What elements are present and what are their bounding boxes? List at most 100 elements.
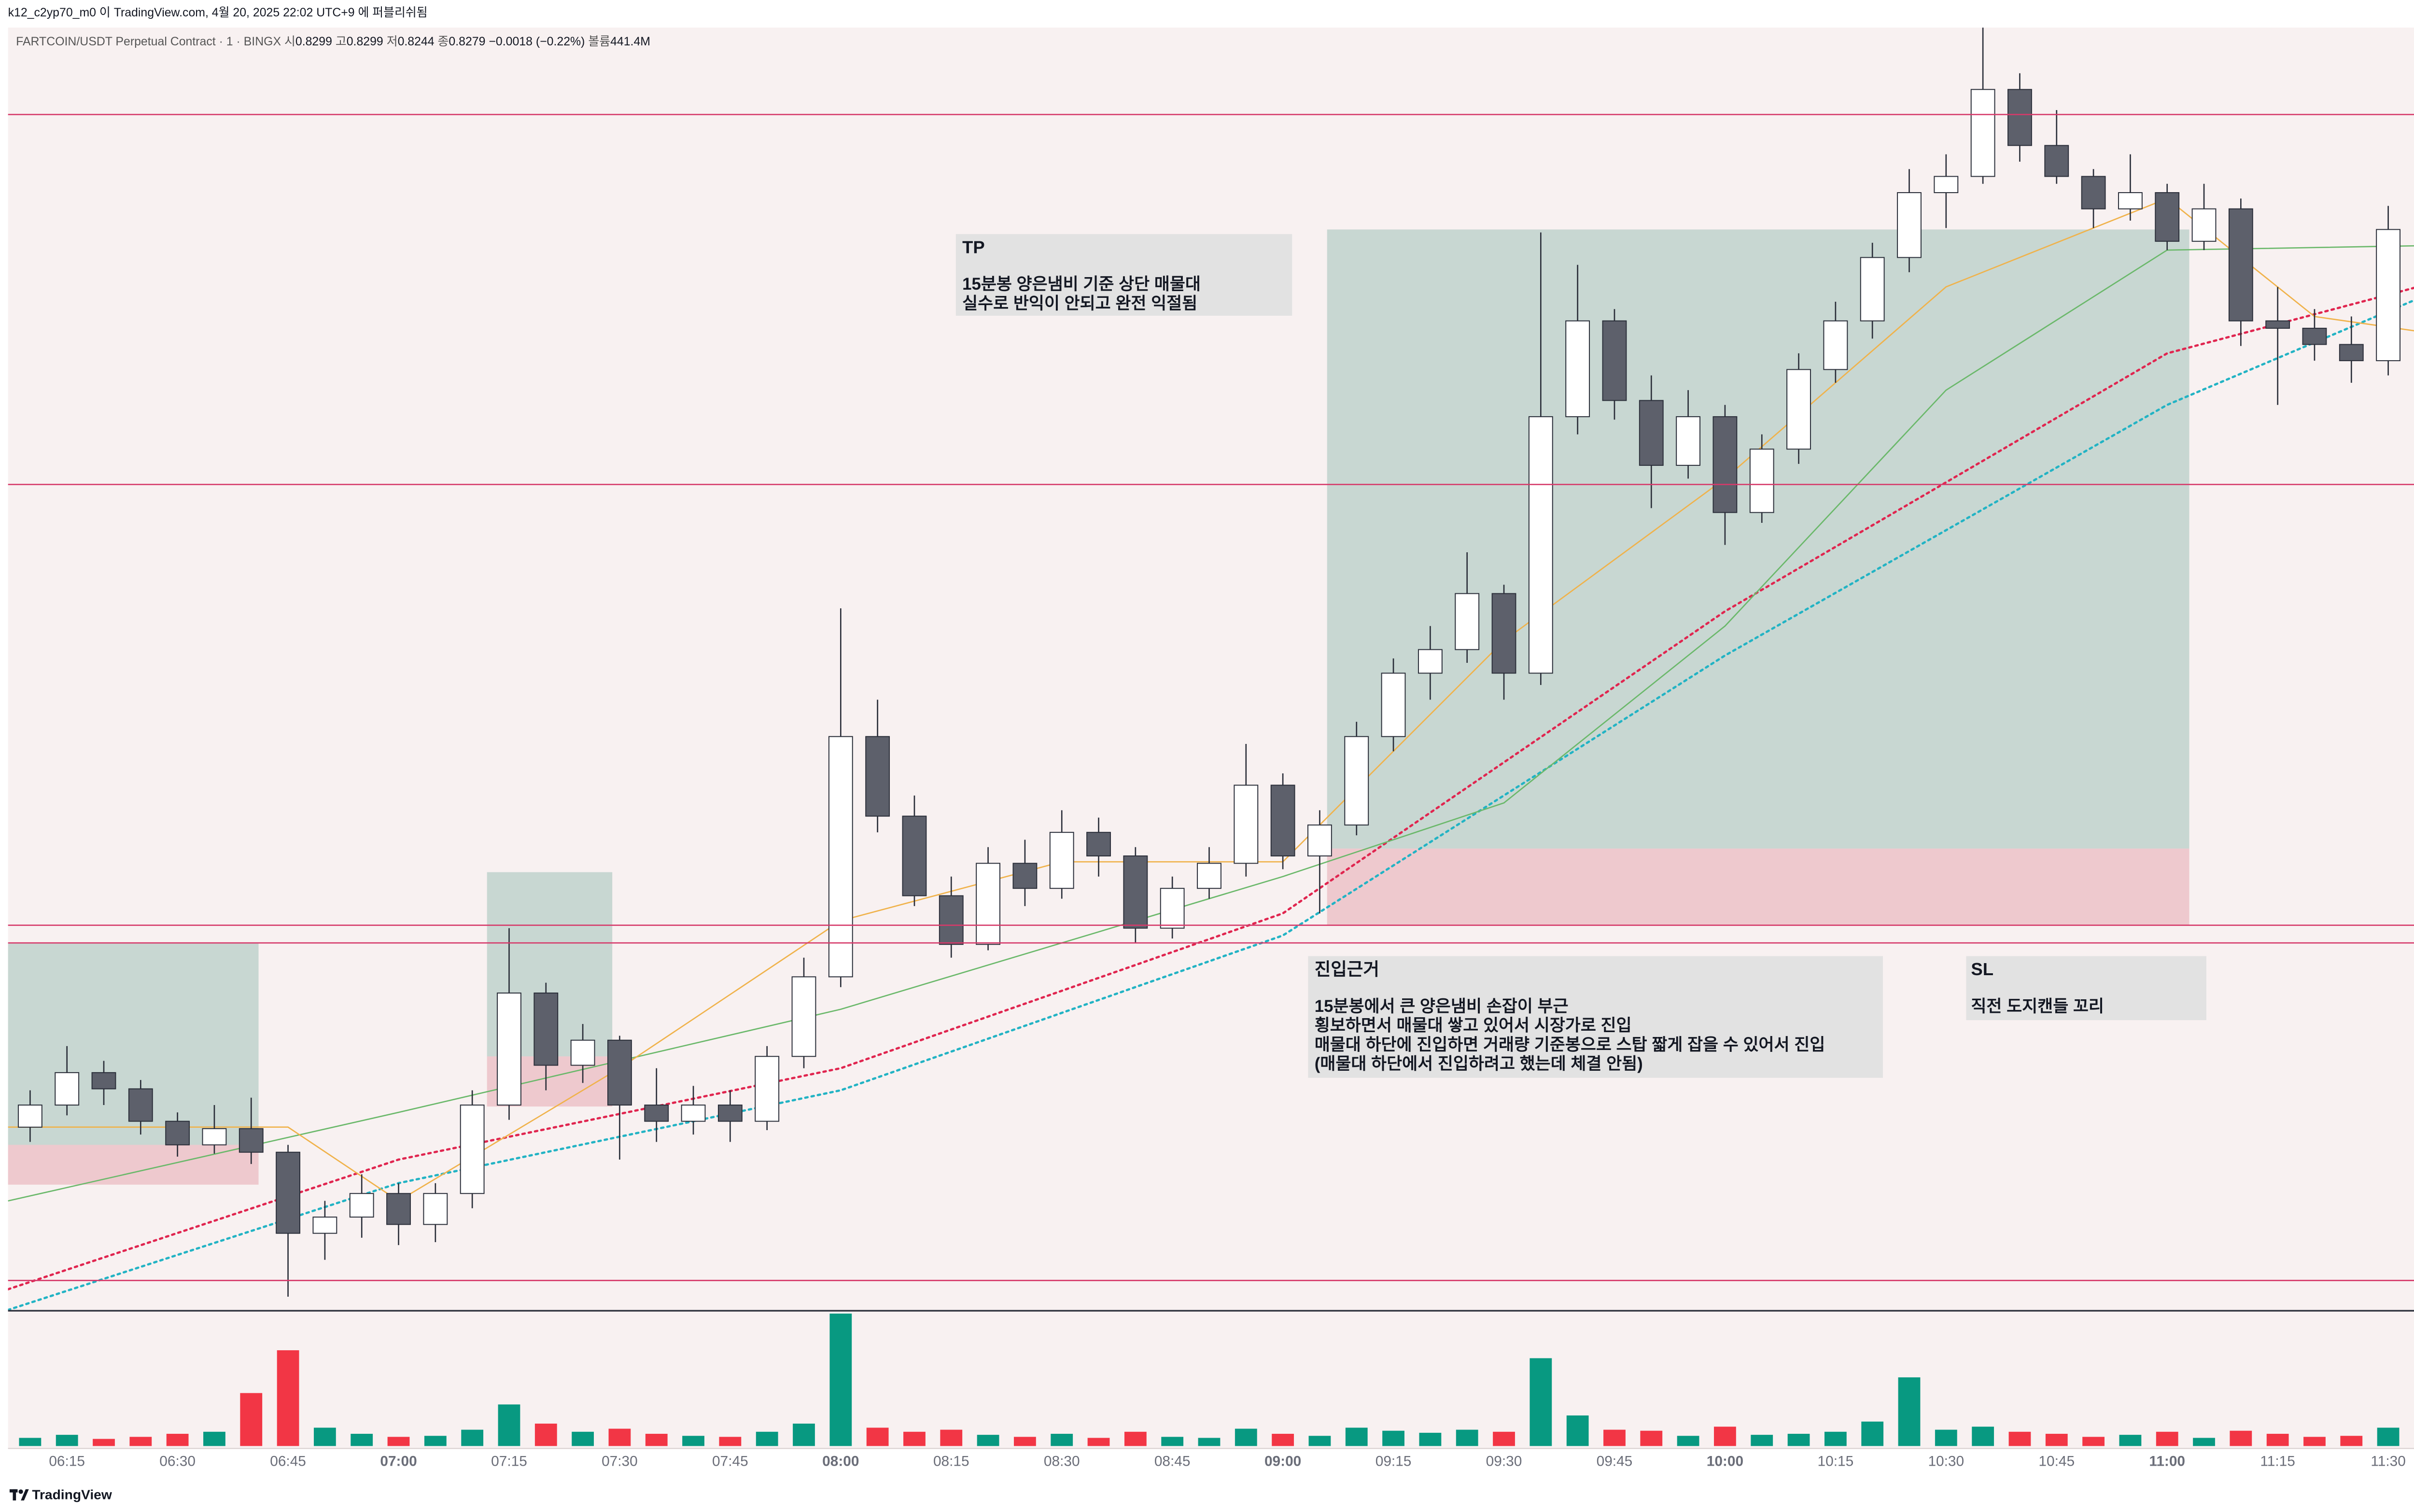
ohlc-label: 저 (387, 34, 398, 48)
target-zone (1327, 229, 2189, 849)
candle-body (128, 1088, 153, 1122)
candle-body (1270, 784, 1295, 857)
axes: 0.86500.86000.85000.84500.84000.83500.83… (49, 1453, 2405, 1469)
volume-bar (56, 1435, 78, 1446)
volume-bar (2008, 1431, 2031, 1446)
annotation: TP 15분봉 양은냄비 기준 상단 매물대 실수로 반익이 안되고 완전 익절… (955, 234, 1292, 316)
candle-body (497, 992, 521, 1106)
volume-bar (351, 1434, 373, 1446)
x-tick-label: 09:45 (1597, 1453, 1633, 1469)
volume-bar (461, 1429, 484, 1446)
candle-body (681, 1105, 706, 1122)
annotation-text: 매물대 하단에 진입하면 거래량 기준봉으로 스탑 짧게 잡을 수 있어서 진입 (1315, 1035, 1825, 1054)
candles (17, 28, 2401, 1297)
x-tick-label: 09:00 (1264, 1453, 1301, 1469)
candle-body (1860, 257, 1885, 322)
candle-body (1970, 89, 1995, 177)
indicator-line (8, 286, 2414, 1290)
candle-body (2191, 208, 2217, 242)
ohlc-label: 고 (336, 34, 347, 48)
annotation-box (1308, 956, 1883, 1078)
volume-bar (424, 1436, 447, 1446)
candle-body (1749, 448, 1774, 513)
ohlc-value: 0.8299 (295, 34, 332, 48)
candle-body (1491, 593, 1516, 674)
volume-bar (1566, 1415, 1589, 1446)
volume-bar (2045, 1434, 2068, 1446)
candle-body (607, 1039, 632, 1106)
volume-bar (2156, 1431, 2178, 1446)
volume-bar (498, 1404, 520, 1446)
levels (8, 113, 2414, 1281)
volume-bar (1087, 1438, 1110, 1446)
candle-body (717, 1105, 743, 1122)
volume-bar (1935, 1429, 1957, 1446)
ohlc-label: 시 (284, 34, 295, 48)
annotation-title: TP (962, 237, 985, 257)
candle-body (312, 1217, 337, 1234)
annotation-text: (매물대 하단에서 진입하려고 했는데 체결 안됨) (1315, 1054, 1643, 1073)
volume-bar (2082, 1437, 2105, 1446)
candle-body (1197, 863, 1221, 889)
change: −0.0018 (−0.22%) (489, 34, 585, 48)
candle-body (460, 1105, 485, 1194)
volume-bar (1898, 1377, 1921, 1446)
candle-body (349, 1193, 374, 1218)
candle-body (2118, 192, 2143, 210)
volume-bar (166, 1434, 189, 1446)
brand: TradingView (32, 1487, 112, 1502)
candle-body (2007, 89, 2032, 146)
volume-bar (1161, 1437, 1184, 1446)
annotation-text: 15분봉 양은냄비 기준 상단 매물대 (962, 275, 1201, 294)
annotation-box (1966, 956, 2206, 1021)
x-tick-label: 11:30 (2371, 1453, 2405, 1469)
logo-part (13, 1489, 16, 1501)
candle-body (1012, 863, 1038, 889)
candle-body (1712, 416, 1738, 513)
volume-bar (2266, 1434, 2289, 1446)
volume-bar (1345, 1428, 1368, 1446)
volume-bar (387, 1437, 410, 1446)
candle-body (2302, 327, 2327, 345)
volume-bar (2340, 1436, 2363, 1446)
x-tick-label: 06:15 (49, 1453, 85, 1469)
stop-zone (1327, 848, 2189, 925)
volume-bar (866, 1428, 889, 1446)
volume-bar (1714, 1427, 1736, 1446)
volume-bar (793, 1423, 815, 1446)
x-tick-label: 10:30 (1928, 1453, 1964, 1469)
volume-bar (756, 1431, 778, 1446)
volume-bar (129, 1437, 152, 1446)
candle-body (939, 895, 964, 945)
volume-bar (1824, 1431, 1847, 1446)
annotation-text: 횡보하면서 매물대 쌓고 있어서 시장가로 진입 (1315, 1016, 1632, 1035)
annotation-text: 15분봉에서 큰 양은냄비 손잡이 부근 (1315, 997, 1569, 1016)
volume-bar (93, 1439, 115, 1446)
annotation: SL 직전 도지캔들 꼬리 (1966, 956, 2206, 1021)
candle-body (1934, 176, 1959, 194)
candle-body (1528, 416, 1553, 674)
volume-bar (314, 1428, 336, 1446)
volume-bar (1603, 1429, 1626, 1446)
candle-body (828, 736, 853, 978)
candle-body (533, 992, 559, 1066)
candle-body (1565, 320, 1590, 418)
candle-body (2339, 344, 2364, 362)
candle-body (2265, 320, 2290, 329)
x-tick-label: 08:30 (1044, 1453, 1080, 1469)
symbol-legend: FARTCOIN/USDT Perpetual Contract · 1 · B… (16, 34, 650, 48)
volume-label: 볼륨 (588, 34, 610, 48)
volume-bar (1235, 1428, 1257, 1446)
candle-body (1381, 672, 1406, 737)
volume-bar (2193, 1438, 2215, 1446)
candle-body (2376, 229, 2401, 362)
candle-body (1123, 855, 1148, 929)
ohlc-label: 종 (438, 34, 449, 48)
candle-body (1455, 593, 1480, 650)
x-tick-label: 10:45 (2038, 1453, 2075, 1469)
volume-bar (2303, 1437, 2326, 1446)
x-tick-label: 10:00 (1707, 1453, 1743, 1469)
x-tick-label: 08:15 (933, 1453, 969, 1469)
candle-body (55, 1072, 80, 1106)
